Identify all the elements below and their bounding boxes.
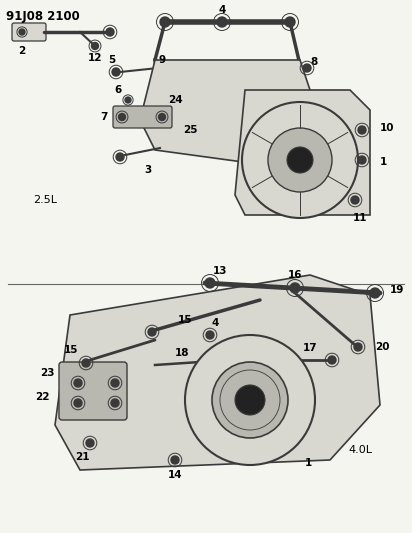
Text: 4: 4 [211, 318, 219, 328]
Circle shape [358, 126, 366, 134]
Circle shape [125, 97, 131, 103]
Circle shape [354, 343, 362, 351]
Text: 19: 19 [390, 285, 404, 295]
Text: 25: 25 [183, 125, 197, 135]
Circle shape [185, 335, 315, 465]
Circle shape [171, 456, 179, 464]
Circle shape [111, 399, 119, 407]
Text: 14: 14 [168, 470, 183, 480]
Circle shape [112, 68, 120, 76]
Circle shape [285, 17, 295, 27]
FancyBboxPatch shape [113, 106, 172, 128]
Text: 91J08 2100: 91J08 2100 [6, 10, 80, 23]
Text: 6: 6 [115, 85, 122, 95]
Text: 1: 1 [380, 157, 387, 167]
Circle shape [74, 379, 82, 387]
Text: 23: 23 [40, 368, 55, 378]
Text: 13: 13 [213, 266, 227, 276]
Circle shape [358, 156, 366, 164]
Circle shape [148, 328, 156, 336]
Circle shape [268, 128, 332, 192]
Polygon shape [235, 90, 370, 215]
Circle shape [287, 147, 313, 173]
Polygon shape [55, 275, 380, 470]
Text: 7: 7 [101, 112, 108, 122]
Text: 9: 9 [159, 55, 166, 65]
Text: 3: 3 [144, 165, 152, 175]
Text: 2: 2 [19, 46, 26, 56]
Text: 8: 8 [310, 57, 318, 67]
FancyBboxPatch shape [59, 362, 127, 420]
Circle shape [290, 283, 300, 293]
Circle shape [205, 278, 215, 288]
Text: 10: 10 [380, 123, 395, 133]
FancyBboxPatch shape [12, 23, 46, 41]
Circle shape [106, 28, 114, 36]
Text: 20: 20 [375, 342, 389, 352]
Circle shape [119, 114, 126, 120]
Text: 24: 24 [168, 95, 183, 105]
Text: 21: 21 [75, 452, 89, 462]
Circle shape [351, 196, 359, 204]
Circle shape [160, 17, 170, 27]
Text: 16: 16 [288, 270, 302, 280]
Circle shape [235, 385, 265, 415]
Circle shape [217, 17, 227, 27]
Text: 12: 12 [88, 53, 102, 63]
Circle shape [212, 362, 288, 438]
Text: 15: 15 [178, 315, 192, 325]
Text: 15: 15 [63, 345, 78, 355]
Circle shape [111, 379, 119, 387]
Circle shape [91, 43, 98, 50]
Circle shape [74, 399, 82, 407]
Polygon shape [140, 60, 310, 165]
Circle shape [82, 359, 90, 367]
Circle shape [206, 331, 214, 339]
Text: 18: 18 [175, 348, 189, 358]
Circle shape [19, 29, 25, 35]
Text: 4.0L: 4.0L [348, 445, 372, 455]
Circle shape [303, 64, 311, 72]
Circle shape [86, 439, 94, 447]
Circle shape [328, 356, 336, 364]
Text: 1: 1 [304, 458, 311, 468]
Text: 4: 4 [218, 5, 226, 15]
Text: 2.5L: 2.5L [33, 195, 57, 205]
Circle shape [242, 102, 358, 218]
Text: 17: 17 [303, 343, 317, 353]
Circle shape [116, 153, 124, 161]
Text: 11: 11 [353, 213, 367, 223]
Circle shape [370, 288, 380, 298]
Text: 22: 22 [35, 392, 50, 402]
Text: 5: 5 [108, 55, 116, 65]
Circle shape [159, 114, 166, 120]
